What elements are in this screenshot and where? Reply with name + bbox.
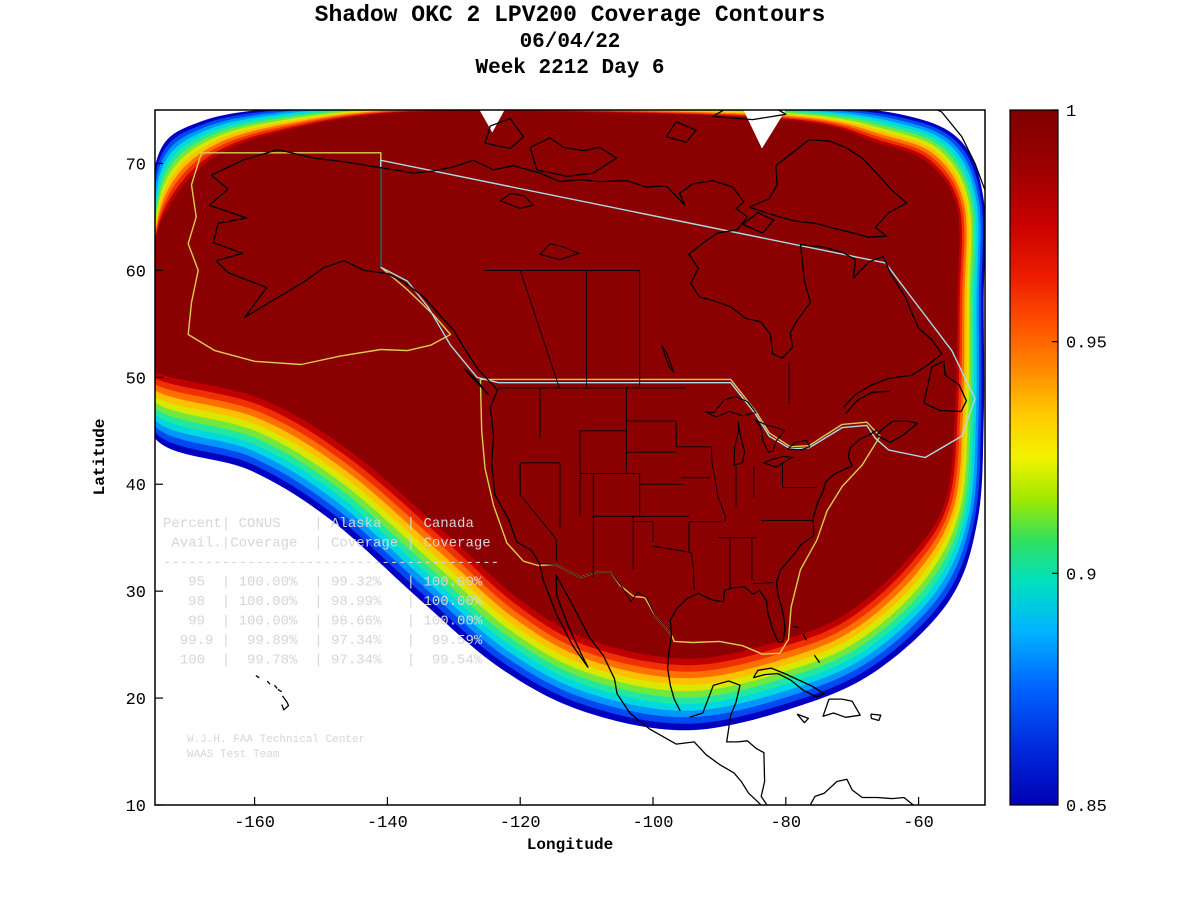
stats-table-line: 98 | 100.00% | 98.99% | 100.00% [163, 594, 483, 610]
coastline [923, 360, 968, 413]
colorbar-gradient [1009, 109, 1059, 806]
state-border [710, 446, 726, 522]
coastline-layer [208, 110, 985, 805]
map-clip-group [155, 110, 985, 805]
x-tick-label: -140 [367, 814, 408, 833]
coastline [876, 420, 918, 444]
service-volume-boundary-layer [187, 152, 976, 655]
coastline [749, 139, 908, 238]
coastline [813, 654, 821, 664]
state-border [782, 462, 817, 488]
state-border [691, 552, 695, 591]
state-border [610, 571, 672, 636]
coastline [484, 117, 525, 150]
colorbar: 1 0.95 0.9 0.85 [1009, 103, 1107, 817]
coastline [529, 137, 618, 177]
x-axis-ticks: -160 -140 -120 -100 -80 -60 [234, 797, 934, 833]
y-tick-label: 60 [126, 263, 146, 282]
stats-table-line: Percent| CONUS | Alaska | Canada [163, 516, 474, 532]
plot-title-line1: Shadow OKC 2 LPV200 Coverage Contours [315, 2, 826, 28]
coverage-gap [479, 110, 505, 133]
credit-text: W.J.H. FAA Technical Center WAAS Test Tea… [187, 734, 365, 761]
lake-outline [762, 455, 795, 468]
x-tick-label: -160 [234, 814, 275, 833]
colorbar-tick-label: 0.9 [1066, 566, 1097, 585]
y-tick-label: 70 [126, 156, 146, 175]
lake-outline [704, 396, 757, 418]
coastline [255, 675, 260, 679]
state-border [519, 270, 560, 389]
coastline [688, 201, 943, 408]
lake-outline [754, 419, 786, 453]
state-border [519, 462, 558, 562]
coastline [845, 390, 891, 415]
coastline [281, 695, 290, 711]
lakes-layer [499, 192, 811, 468]
coastline [822, 698, 861, 718]
colorbar-labels: 1 0.95 0.9 0.85 [1052, 103, 1107, 817]
y-tick-label: 50 [126, 370, 146, 389]
coastline [266, 680, 271, 685]
coastline [689, 680, 768, 805]
coastline [935, 110, 985, 191]
coastline [809, 778, 914, 805]
alaska-boundary [187, 152, 452, 366]
state-borders-layer [380, 167, 817, 636]
state-border [539, 562, 611, 578]
coastline [208, 148, 762, 805]
stats-table-line: 95 | 100.00% | 99.32% | 100.00% [163, 575, 483, 591]
coastline [796, 713, 810, 724]
conus-boundary [479, 378, 881, 655]
coastline [792, 625, 800, 629]
coastline [665, 121, 697, 143]
y-tick-label: 10 [126, 798, 146, 817]
coverage-stats-table: Percent| CONUS | Alaska | Canada Avail.|… [163, 516, 499, 669]
state-border [652, 545, 692, 554]
lake-outline [733, 421, 746, 466]
credit-line: WAAS Test Team [187, 749, 280, 761]
coastline [463, 368, 489, 396]
x-tick-label: -80 [770, 814, 801, 833]
plot-title-date: 06/04/22 [520, 31, 621, 54]
coastline [870, 713, 882, 722]
plot-frame [154, 109, 986, 806]
colorbar-tick-label: 0.95 [1066, 335, 1107, 354]
coastline [666, 429, 878, 712]
lake-outline [786, 439, 811, 451]
x-tick-label: -60 [903, 814, 934, 833]
contour-band [155, 110, 960, 659]
stats-table-line: Avail.|Coverage | Coverage | Coverage [163, 536, 491, 552]
y-axis-label: Latitude [91, 419, 109, 496]
plot-title-week-day: Week 2212 Day 6 [475, 57, 664, 80]
colorbar-tick-label: 1 [1066, 103, 1076, 122]
y-tick-label: 30 [126, 584, 146, 603]
stats-table-line: 100 | 99.78% | 97.34% | 99.54% [163, 653, 483, 669]
x-tick-label: -120 [500, 814, 541, 833]
contour-bands-layer [155, 110, 985, 731]
coastline [712, 110, 787, 121]
y-tick-label: 40 [126, 477, 146, 496]
credit-line: W.J.H. FAA Technical Center [187, 734, 365, 746]
stats-table-line: 99.9 | 99.89% | 97.34% | 99.59% [163, 633, 483, 649]
coastline [273, 684, 278, 689]
state-border [633, 521, 654, 542]
canada-boundary [380, 159, 976, 459]
y-tick-label: 20 [126, 691, 146, 710]
stats-table-line: ---------------------------------------- [163, 555, 499, 571]
coastline [752, 667, 825, 698]
coastline [277, 688, 283, 693]
stats-table-line: 99 | 100.00% | 98.66% | 100.00% [163, 614, 483, 630]
lake-outline [539, 243, 581, 261]
x-axis-label: Longitude [527, 836, 613, 854]
x-tick-label: -100 [633, 814, 674, 833]
colorbar-tick-label: 0.85 [1066, 798, 1107, 817]
lake-outline [499, 192, 535, 209]
state-border [752, 582, 774, 585]
coastline [802, 633, 807, 641]
coastline [742, 211, 775, 234]
lake-outline [661, 344, 675, 373]
y-axis-ticks: 10 20 30 40 50 60 70 [126, 156, 163, 817]
